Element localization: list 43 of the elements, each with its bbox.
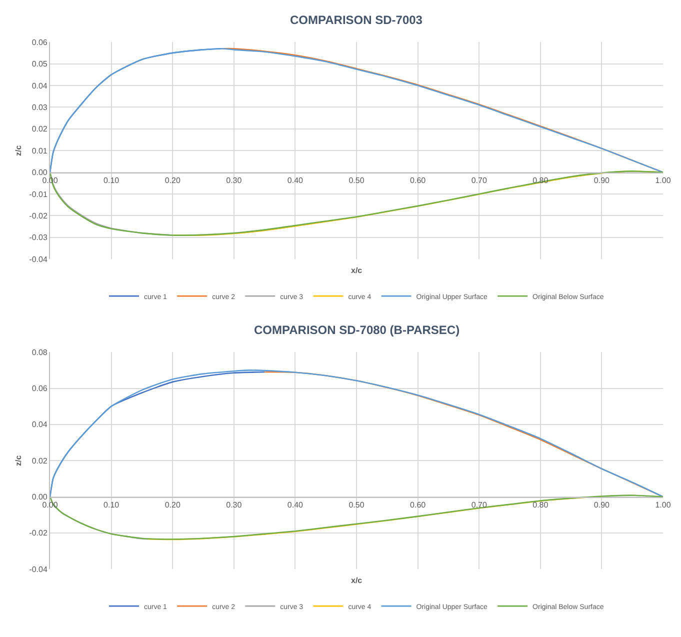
x-tick-label: 0.30 — [226, 500, 242, 510]
y-tick-label: 0.06 — [32, 38, 48, 47]
x-axis-title: x/c — [351, 266, 363, 275]
x-tick-label: 0.90 — [594, 500, 610, 510]
y-tick-label: 0.05 — [32, 60, 48, 69]
y-tick-label: 0.02 — [32, 124, 48, 134]
y-tick-label: 0.08 — [32, 348, 48, 357]
x-tick-label: 1.00 — [655, 500, 672, 510]
y-tick-label: 0.04 — [32, 420, 48, 430]
x-tick-label: 0.50 — [348, 176, 365, 185]
y-axis-title: z/c — [14, 454, 23, 466]
y-tick-label: 0.04 — [32, 81, 48, 90]
x-tick-label: 1.00 — [655, 176, 672, 185]
x-tick-label: 0.40 — [287, 176, 304, 185]
x-tick-label: 0.70 — [471, 176, 488, 185]
x-tick-label: 0.40 — [287, 500, 304, 510]
x-tick-label: 0.50 — [348, 500, 365, 510]
y-tick-label: -0.04 — [29, 254, 48, 264]
y-tick-label: 0.02 — [32, 456, 48, 466]
x-tick-label: 0.20 — [164, 176, 181, 185]
y-tick-label: 0.00 — [32, 492, 48, 502]
x-tick-label: 0.20 — [164, 500, 181, 510]
x-tick-label: 0.30 — [226, 176, 242, 185]
x-tick-label: 0.70 — [471, 500, 488, 510]
x-tick-label: 0.10 — [104, 500, 120, 510]
x-tick-label: 0.60 — [410, 500, 426, 510]
y-tick-label: 0.00 — [32, 168, 48, 178]
y-axis-title: z/c — [14, 144, 23, 156]
y-tick-label: 0.01 — [32, 146, 48, 156]
chart-title: COMPARISON SD-7080 (B-PARSEC) — [254, 323, 460, 337]
y-tick-label: -0.01 — [29, 190, 48, 199]
y-tick-label: 0.03 — [32, 103, 48, 112]
x-tick-label: 0.10 — [104, 176, 120, 185]
y-tick-label: -0.02 — [29, 212, 48, 220]
y-tick-label: 0.06 — [32, 384, 48, 394]
y-tick-label: -0.02 — [29, 528, 48, 538]
x-tick-label: 0.60 — [410, 176, 426, 185]
chart-title: COMPARISON SD-7003 — [290, 13, 423, 27]
x-tick-label: 0.80 — [532, 500, 549, 510]
y-tick-label: -0.04 — [29, 564, 48, 574]
x-axis-title: x/c — [351, 576, 363, 585]
x-tick-label: 0.90 — [594, 176, 610, 185]
y-tick-label: -0.03 — [29, 233, 48, 242]
